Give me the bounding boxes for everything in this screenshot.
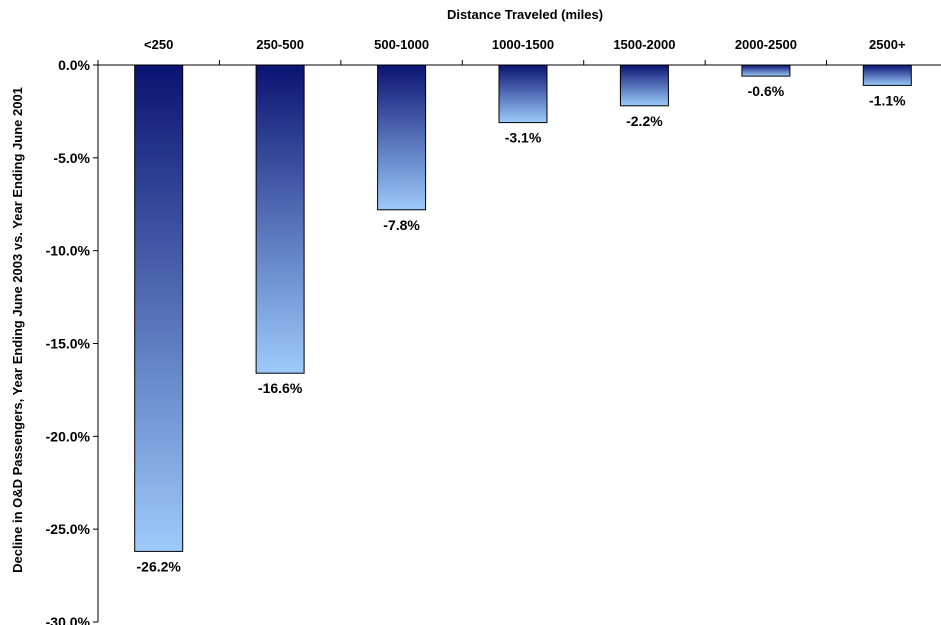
category-label-500-1000: 500-1000 xyxy=(374,37,429,52)
axes-group xyxy=(93,60,941,623)
bar-250 xyxy=(134,64,184,552)
category-label-2000-2500: 2000-2500 xyxy=(735,37,797,52)
bar-1000-1500 xyxy=(498,64,548,124)
bar-2000-2500 xyxy=(741,64,791,77)
y-tick-label: 0.0% xyxy=(58,57,90,73)
y-axis-title: Decline in O&D Passengers, Year Ending J… xyxy=(10,87,25,573)
y-tick-label: -10.0% xyxy=(46,243,91,259)
bar-2500 xyxy=(862,64,912,86)
y-tick-label: -15.0% xyxy=(46,336,91,352)
bar-250-500 xyxy=(255,64,305,374)
data-label-2000-2500: -0.6% xyxy=(748,83,785,99)
y-tick-label: -5.0% xyxy=(53,150,90,166)
data-label-1500-2000: -2.2% xyxy=(626,113,663,129)
y-tick-label: -20.0% xyxy=(46,428,91,444)
category-label-1500-2000: 1500-2000 xyxy=(613,37,675,52)
data-label-250-500: -16.6% xyxy=(258,380,303,396)
labels-group: -26.2% <250 -16.6% 250-500 -7.8% 500-1000 -3.1… xyxy=(46,37,906,625)
category-label-250-500: 250-500 xyxy=(256,37,304,52)
data-label-2500: -1.1% xyxy=(869,92,906,108)
y-tick-label: -30.0% xyxy=(46,614,91,625)
category-label-1000-1500: 1000-1500 xyxy=(492,37,554,52)
x-axis-title: Distance Traveled (miles) xyxy=(447,7,603,22)
bar-500-1000 xyxy=(377,64,427,211)
data-label-250: -26.2% xyxy=(137,558,182,574)
bar-1500-2000 xyxy=(619,64,669,107)
y-tick-label: -25.0% xyxy=(46,521,91,537)
category-label-250: <250 xyxy=(144,37,173,52)
data-label-1000-1500: -3.1% xyxy=(505,130,542,146)
category-label-2500: 2500+ xyxy=(869,37,906,52)
data-label-500-1000: -7.8% xyxy=(383,217,420,233)
